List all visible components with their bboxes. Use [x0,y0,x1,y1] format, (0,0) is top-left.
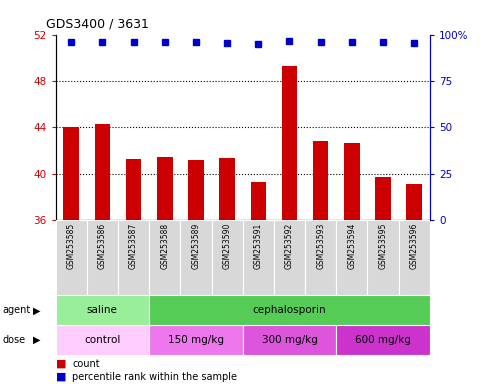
Bar [274,220,305,295]
Bar [149,295,430,325]
Bar [375,177,391,220]
Text: saline: saline [87,305,118,315]
Text: percentile rank within the sample: percentile rank within the sample [72,372,238,382]
Text: GDS3400 / 3631: GDS3400 / 3631 [46,18,149,31]
Text: count: count [72,359,100,369]
Bar [219,158,235,220]
Text: agent: agent [2,305,30,315]
Bar [251,182,266,220]
Bar [56,220,87,295]
Text: ▶: ▶ [32,335,40,345]
Text: ▶: ▶ [32,305,40,315]
Text: GSM253588: GSM253588 [160,223,169,269]
Text: GSM253593: GSM253593 [316,223,325,269]
Text: 150 mg/kg: 150 mg/kg [168,335,224,345]
Bar [56,325,149,355]
Bar [157,157,172,220]
Text: ■: ■ [56,372,66,382]
Text: cephalosporin: cephalosporin [253,305,327,315]
Text: GSM253592: GSM253592 [285,223,294,269]
Text: GSM253587: GSM253587 [129,223,138,269]
Bar [212,220,242,295]
Text: GSM253594: GSM253594 [347,223,356,269]
Text: GSM253590: GSM253590 [223,223,232,269]
Bar [242,325,336,355]
Text: dose: dose [2,335,26,345]
Bar [87,220,118,295]
Bar [188,160,204,220]
Text: 300 mg/kg: 300 mg/kg [262,335,317,345]
Bar [313,141,328,220]
Bar [149,325,242,355]
Bar [95,124,110,220]
Bar [407,184,422,220]
Text: 600 mg/kg: 600 mg/kg [355,335,411,345]
Bar [336,325,430,355]
Text: GSM253595: GSM253595 [379,223,387,269]
Text: ■: ■ [56,359,66,369]
Text: control: control [84,335,121,345]
Text: GSM253585: GSM253585 [67,223,76,269]
Text: GSM253591: GSM253591 [254,223,263,269]
Bar [305,220,336,295]
Bar [242,220,274,295]
Bar [149,220,180,295]
Bar [180,220,212,295]
Bar [344,142,360,220]
Bar [368,220,398,295]
Bar [398,220,430,295]
Bar [56,295,149,325]
Bar [126,159,142,220]
Bar [63,127,79,220]
Bar [118,220,149,295]
Bar [336,220,368,295]
Text: GSM253586: GSM253586 [98,223,107,269]
Bar [282,66,298,220]
Text: GSM253589: GSM253589 [191,223,200,269]
Text: GSM253596: GSM253596 [410,223,419,269]
